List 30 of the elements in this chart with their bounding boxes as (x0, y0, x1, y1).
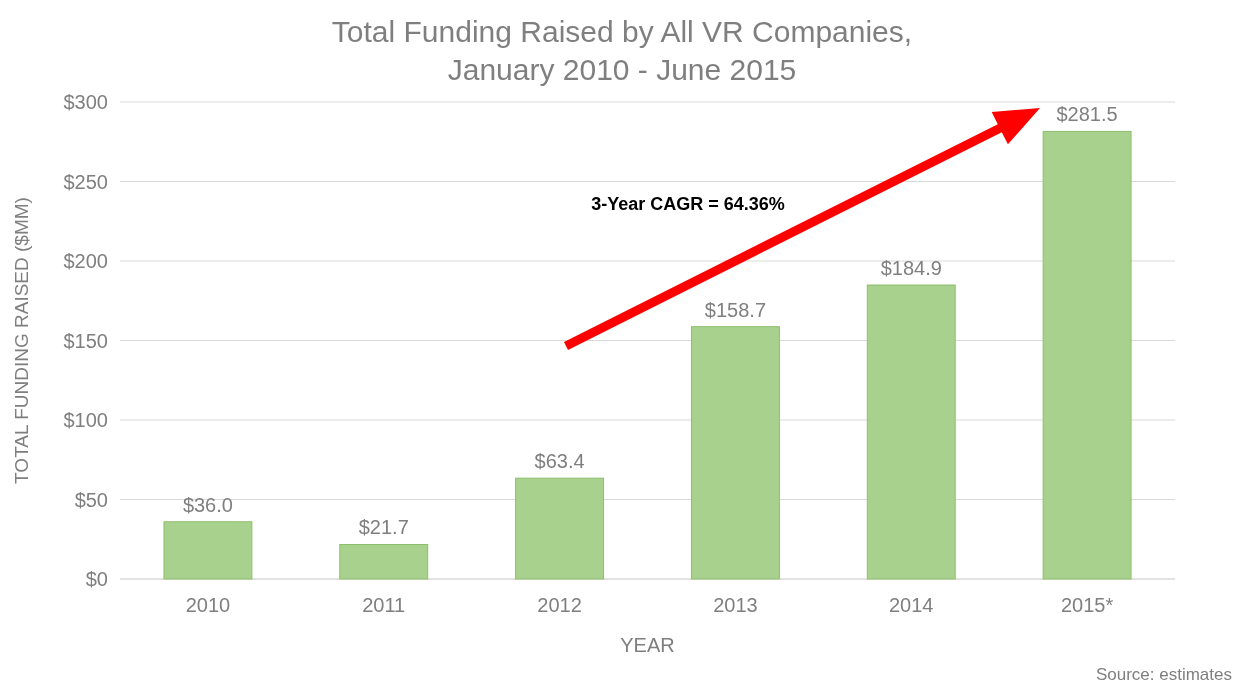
x-tick-label: 2013 (713, 594, 758, 616)
x-tick-label: 2014 (889, 594, 934, 616)
y-tick-label: $0 (85, 568, 108, 590)
bar (866, 284, 956, 580)
data-label: $158.7 (704, 298, 766, 321)
x-tick-label: 2015* (1060, 594, 1114, 616)
bar (339, 544, 429, 580)
annotation: 3-Year CAGR = 64.36% (591, 194, 785, 214)
y-tick-label: $150 (63, 329, 108, 352)
bar (163, 521, 253, 580)
x-axis-title: YEAR (620, 634, 675, 656)
source-note: Source: estimates (1095, 665, 1232, 684)
y-tick-label: $250 (63, 170, 108, 193)
data-label: $63.4 (534, 450, 585, 473)
x-tick-label: 2011 (362, 594, 406, 616)
data-label: $281.5 (1056, 103, 1118, 126)
bar (515, 477, 605, 580)
y-axis-title: TOTAL FUNDING RAISED ($MM) (11, 197, 32, 484)
x-tick-label: 2012 (537, 594, 582, 616)
x-tick-label: 2010 (185, 594, 231, 616)
bar (1042, 130, 1132, 580)
data-label: $184.9 (880, 257, 942, 280)
y-tick-label: $100 (63, 409, 108, 431)
y-tick-label: $300 (63, 91, 108, 113)
data-label: $36.0 (182, 493, 233, 516)
bar (690, 326, 780, 580)
y-tick-label: $200 (63, 250, 108, 272)
y-tick-label: $50 (74, 488, 108, 511)
chart-title: Total Funding Raised by All VR Companies, January 2010 - June 2015 (331, 15, 913, 86)
data-label: $21.7 (358, 516, 409, 539)
